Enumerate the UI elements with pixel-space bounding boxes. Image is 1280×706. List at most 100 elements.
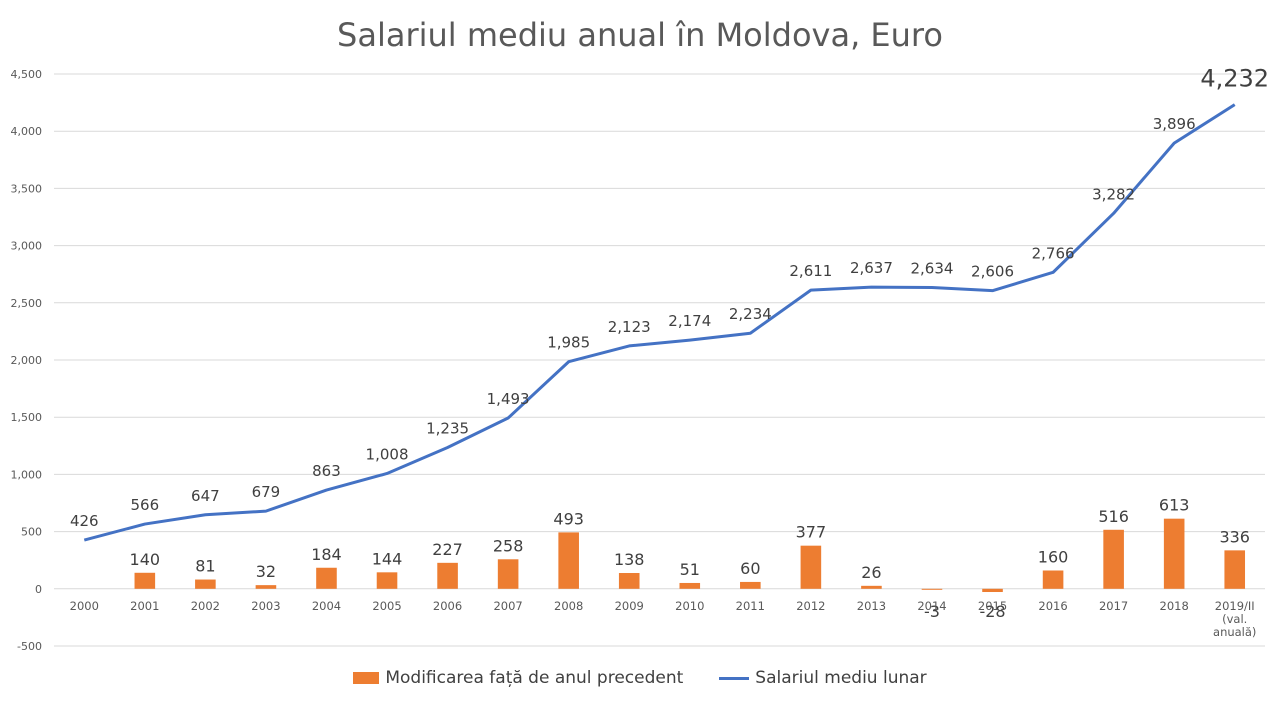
- bar: [316, 567, 337, 589]
- bar: [982, 588, 1003, 593]
- bar-data-label: 336: [1219, 527, 1250, 546]
- bar-data-label: 516: [1098, 507, 1129, 526]
- x-tick-label: 2017: [1099, 599, 1128, 613]
- y-tick-label: 2,500: [11, 297, 43, 310]
- y-tick-label: 0: [35, 583, 42, 596]
- x-tick-label: 2005: [372, 599, 401, 613]
- bar: [255, 585, 277, 589]
- legend-item-line: Salariul mediu lunar: [719, 668, 927, 688]
- bar-data-label: 184: [311, 545, 342, 564]
- bar: [134, 572, 156, 589]
- bar-data-label: 51: [680, 560, 700, 579]
- line-data-label: 2,766: [1032, 244, 1075, 262]
- x-tick-label: 2012: [796, 599, 825, 613]
- y-tick-label: 3,000: [11, 240, 43, 253]
- line-data-label: 426: [70, 512, 99, 530]
- bar-data-label: 227: [432, 540, 463, 559]
- x-tick-label: 2009: [615, 599, 644, 613]
- bar-data-label: 493: [553, 509, 584, 528]
- y-tick-label: 4,000: [11, 125, 43, 138]
- bar-data-label: 258: [493, 536, 524, 555]
- line-data-label: 863: [312, 462, 341, 480]
- x-tick-label: 2016: [1038, 599, 1067, 613]
- legend-item-bars: Modificarea față de anul precedent: [353, 668, 683, 688]
- line-data-label: 647: [191, 487, 220, 505]
- bar: [1163, 518, 1185, 589]
- bar: [558, 532, 579, 589]
- x-tick-label: 2018: [1160, 599, 1189, 613]
- legend: Modificarea față de anul precedent Salar…: [0, 668, 1280, 688]
- bar-data-label: 160: [1038, 547, 1069, 566]
- line-data-label: 2,637: [850, 259, 893, 277]
- bar: [437, 562, 458, 589]
- series-line: [83, 103, 1236, 542]
- line-data-label: 2,606: [971, 263, 1014, 281]
- x-tick-label: 2010: [675, 599, 704, 613]
- bar-data-label: 60: [740, 559, 760, 578]
- x-tick-label: 2007: [493, 599, 522, 613]
- line-data-label: 2,123: [608, 318, 651, 336]
- bar: [1224, 550, 1246, 589]
- line-data-label: 1,493: [487, 390, 530, 408]
- x-tick-label: 2008: [554, 599, 583, 613]
- bar: [1103, 529, 1124, 589]
- line-data-label: 2,634: [910, 259, 953, 277]
- x-tick-label: 2004: [312, 599, 341, 613]
- bar: [376, 572, 398, 589]
- bar: [679, 582, 701, 589]
- line-data-label: 1,008: [366, 445, 409, 463]
- y-tick-label: 500: [21, 526, 42, 539]
- x-tick-label: 2001: [130, 599, 159, 613]
- bar-data-label: 377: [796, 523, 827, 542]
- x-tick-label: 2011: [736, 599, 765, 613]
- bar: [921, 588, 943, 590]
- x-tick-label: 2013: [857, 599, 886, 613]
- y-tick-label: 1,000: [11, 468, 43, 481]
- x-tick-label: 2014: [917, 599, 946, 613]
- line-data-label: 1,985: [547, 334, 590, 352]
- bar-data-label: 144: [372, 549, 403, 568]
- line-data-label: 679: [252, 483, 281, 501]
- bar-data-label: 32: [256, 562, 276, 581]
- line-data-label: 3,282: [1092, 185, 1135, 203]
- bar-data-label: 81: [195, 557, 215, 576]
- line-data-label: 3,896: [1153, 115, 1196, 133]
- x-tick-label: 2000: [70, 599, 99, 613]
- line-data-label: 1,235: [426, 420, 469, 438]
- y-tick-label: 3,500: [11, 182, 43, 195]
- y-tick-label: 4,500: [11, 68, 43, 81]
- line-data-label: 2,174: [668, 312, 711, 330]
- bar-data-label: 613: [1159, 496, 1190, 515]
- bar-data-label: 138: [614, 550, 645, 569]
- bar: [861, 585, 882, 589]
- x-tick-label: 2006: [433, 599, 462, 613]
- x-tick-label: 2003: [251, 599, 280, 613]
- line-data-label: 2,234: [729, 305, 772, 323]
- y-tick-label: 1,500: [11, 411, 43, 424]
- chart-title: Salariul mediu anual în Moldova, Euro: [337, 16, 943, 54]
- bar: [195, 579, 216, 589]
- line-data-label: 4,232: [1200, 65, 1269, 93]
- line-data-label: 2,611: [789, 262, 832, 280]
- legend-label-line: Salariul mediu lunar: [755, 668, 927, 688]
- bar: [740, 581, 761, 589]
- x-tick-label: 2019/II (val. anuală): [1213, 599, 1256, 639]
- bar-data-label: 26: [861, 563, 881, 582]
- bar: [497, 559, 519, 589]
- bar: [1042, 570, 1064, 589]
- x-tick-label: 2015: [978, 599, 1007, 613]
- line-data-label: 566: [131, 496, 160, 514]
- y-tick-label: 2,000: [11, 354, 43, 367]
- legend-swatch-bars: [353, 672, 380, 684]
- y-tick-label: -500: [17, 640, 42, 653]
- bar-data-label: -28: [979, 602, 1005, 621]
- bar: [800, 545, 822, 589]
- bar-data-label: -3: [924, 602, 940, 621]
- bar-data-label: 140: [130, 550, 161, 569]
- legend-swatch-line: [719, 676, 750, 680]
- legend-label-bars: Modificarea față de anul precedent: [385, 668, 684, 688]
- bar: [618, 573, 640, 589]
- x-tick-label: 2002: [191, 599, 220, 613]
